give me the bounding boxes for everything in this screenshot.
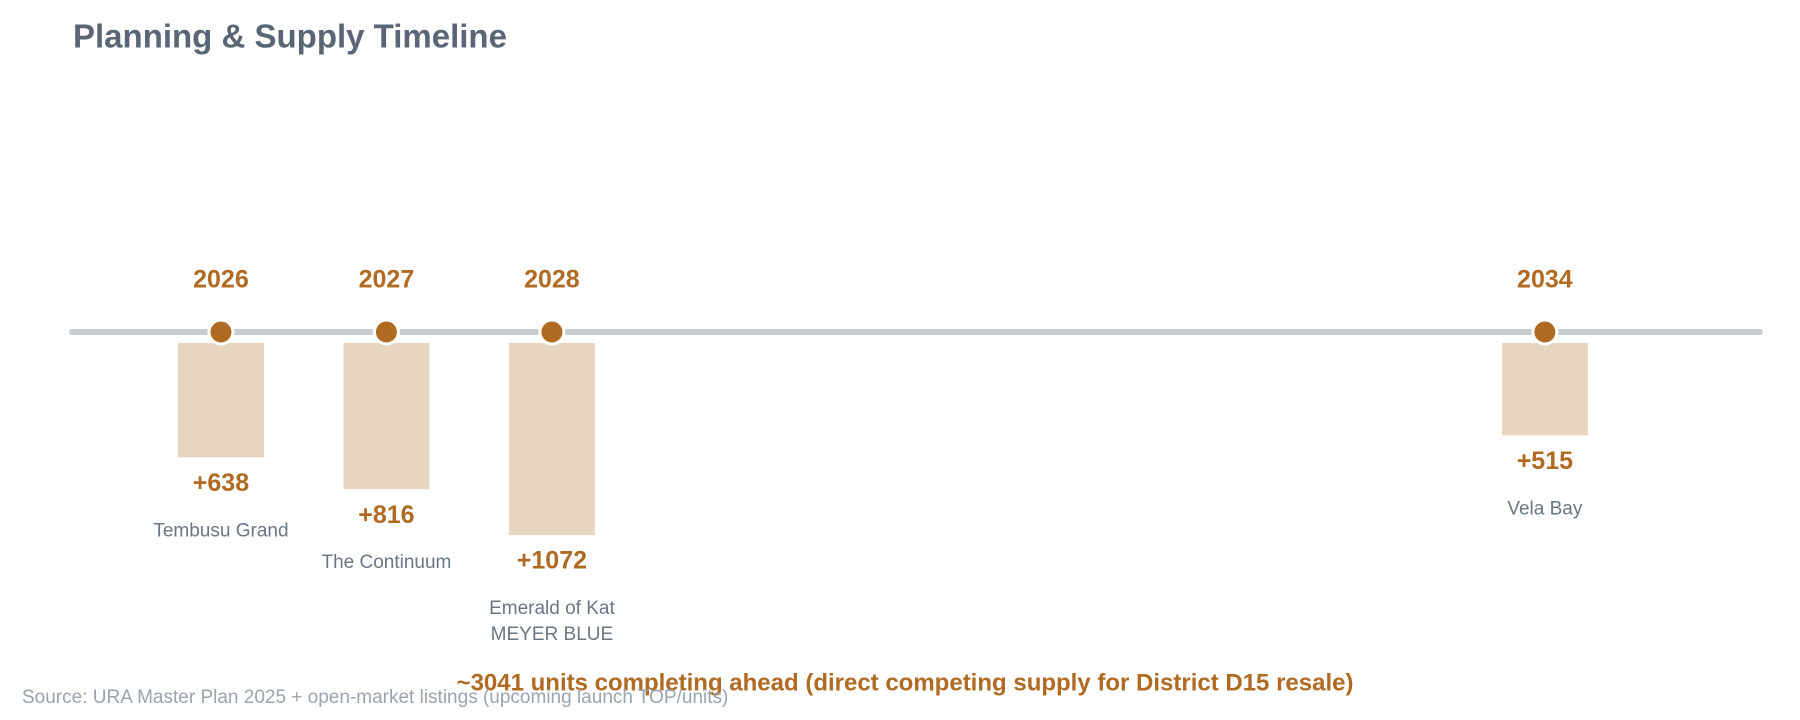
project-name: The Continuum	[321, 552, 451, 573]
year-label: 2027	[359, 266, 415, 294]
value-label: +816	[358, 501, 414, 529]
year-label: 2026	[193, 266, 249, 294]
supply-bar	[177, 343, 264, 458]
year-label: 2034	[1517, 266, 1573, 294]
year-marker	[538, 318, 566, 346]
project-name: Tembusu Grand	[153, 520, 288, 541]
project-name: Vela Bay	[1507, 498, 1582, 519]
value-label: +1072	[517, 547, 587, 575]
annotation: ~3041 units completing ahead (direct com…	[457, 669, 1354, 696]
value-label: +515	[1517, 447, 1573, 475]
year-marker	[1531, 318, 1559, 346]
source-note: Source: URA Master Plan 2025 + open-mark…	[22, 687, 728, 708]
year-marker	[372, 318, 400, 346]
supply-bar	[1501, 343, 1588, 436]
project-name: Emerald of Kat	[489, 598, 615, 619]
year-label: 2028	[524, 266, 580, 294]
supply-bar	[508, 343, 595, 536]
value-label: +638	[193, 469, 249, 497]
year-marker	[207, 318, 235, 346]
supply-bar	[343, 343, 430, 490]
chart-title: Planning & Supply Timeline	[73, 18, 507, 55]
project-name: MEYER BLUE	[491, 624, 613, 645]
